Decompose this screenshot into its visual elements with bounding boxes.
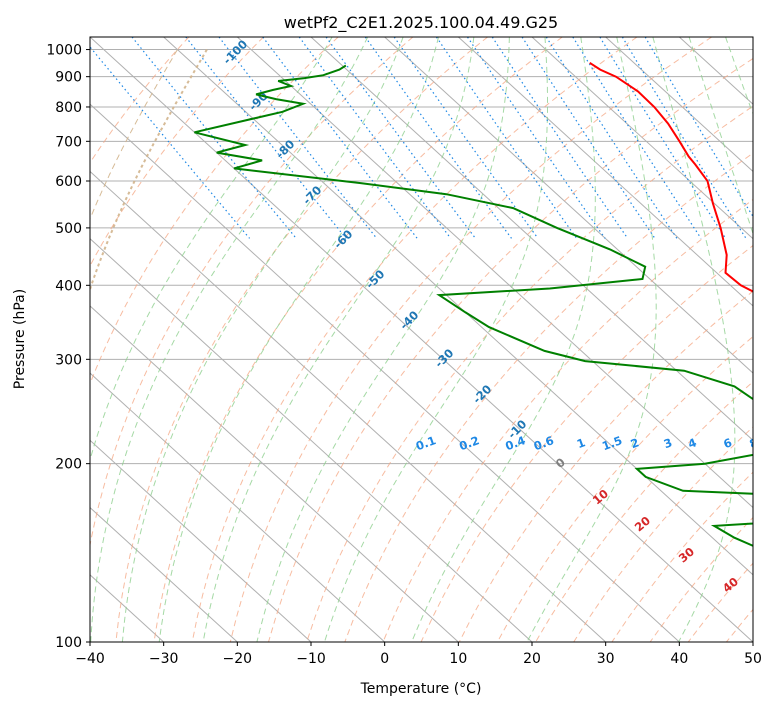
- isotherms: [90, 37, 753, 642]
- dry-adiabat-line: [268, 57, 753, 642]
- dry-adiabat-line: [306, 105, 753, 642]
- mixing-ratio-line: [599, 37, 727, 239]
- x-tick-label: −20: [223, 651, 253, 667]
- moist-adiabat-line: [725, 37, 753, 116]
- isotherm-line: [90, 439, 312, 642]
- isotherm-line: [163, 37, 753, 576]
- chart-title: wetPf2_C2E1.2025.100.04.49.G25: [284, 13, 558, 33]
- y-tick-label: 400: [55, 278, 82, 294]
- moist-adiabat-line: [324, 37, 548, 642]
- moist-adiabat-line: [158, 37, 439, 642]
- isotherm-line: [90, 170, 607, 642]
- x-tick-label: −30: [149, 651, 179, 667]
- isotherm-line: [457, 37, 753, 307]
- mixing-ratio-line: [90, 46, 251, 239]
- x-tick-label: 20: [523, 651, 541, 667]
- dry-adiabat-line: [382, 198, 753, 642]
- x-tick-label: 50: [744, 651, 762, 667]
- dry-adiabat-line: [153, 37, 563, 642]
- mixing-ratio-line: [262, 37, 418, 239]
- moist-adiabat-line: [526, 37, 657, 642]
- moist-adiabat-line: [411, 37, 596, 642]
- special-curves: [90, 49, 208, 293]
- dry-adiabat-line: [229, 37, 712, 642]
- moist-adiabats: [90, 37, 753, 642]
- sounding-series: [194, 61, 753, 547]
- mixing-ratio-label: 8: [747, 435, 759, 451]
- special-curve: [90, 49, 208, 293]
- temperature-profile-line: [589, 61, 753, 293]
- isotherm-line: [90, 305, 459, 642]
- moist-adiabat-line: [90, 37, 333, 462]
- dry-adiabat-line: [496, 335, 753, 642]
- isotherm-line: [236, 37, 753, 509]
- mixing-ratio-label: 0.4: [503, 433, 527, 453]
- plot-frame: [89, 36, 754, 643]
- isotherm-line: [310, 37, 753, 442]
- isotherm-line: [90, 237, 533, 642]
- isotherm-line: [90, 372, 386, 642]
- y-tick-label: 600: [55, 174, 82, 190]
- mixing-ratio-label: 0.1: [414, 433, 438, 453]
- dry-adiabat-line: [90, 37, 414, 548]
- x-tick-label: 30: [597, 651, 615, 667]
- y-tick-label: 700: [55, 134, 82, 150]
- x-axis-ticks: −40 −30 −20 −10 0 10 20 30 40 50: [75, 642, 762, 667]
- isotherm-line: [90, 103, 680, 642]
- y-tick-label: 200: [55, 457, 82, 473]
- x-tick-label: −10: [296, 651, 326, 667]
- y-axis-ticks: 100 200 300 400 500 600 700 800 900 1000: [46, 43, 90, 651]
- x-tick-label: 40: [670, 651, 688, 667]
- dry-adiabat-line: [115, 37, 488, 642]
- dewpoint-profile-line: [194, 64, 753, 547]
- y-tick-label: 900: [55, 70, 82, 86]
- y-tick-label: 500: [55, 221, 82, 237]
- mixing-ratio-label: 0.2: [457, 433, 481, 453]
- mixing-ratio-label: 1.5: [600, 433, 624, 453]
- moist-adiabat-line: [652, 37, 736, 642]
- mixing-ratio-line: [393, 37, 539, 239]
- isotherm-line: [605, 37, 753, 173]
- mixing-ratio-line: [131, 37, 297, 239]
- x-tick-label: 0: [380, 651, 389, 667]
- isotherm-line: [531, 37, 753, 240]
- x-axis-label: Temperature (°C): [360, 681, 482, 697]
- isotherm-line: [90, 37, 753, 642]
- isotherm-line: [384, 37, 753, 374]
- y-tick-label: 100: [55, 635, 82, 651]
- dry-adiabat-line: [90, 37, 264, 267]
- isotherm-line: [90, 506, 238, 642]
- y-tick-label: 1000: [46, 43, 82, 59]
- y-tick-label: 300: [55, 352, 82, 368]
- dry-adiabat-line: [535, 381, 753, 642]
- dry-adiabat-line: [90, 37, 190, 164]
- mixing-ratio-line: [644, 37, 753, 218]
- mixing-ratio-line: [621, 37, 747, 239]
- special-curve: [90, 49, 178, 221]
- mixing-ratio-line: [298, 37, 452, 239]
- moist-adiabat-line: [90, 37, 369, 642]
- moist-adiabat-line: [256, 37, 510, 642]
- mixing-ratio-label: 0.6: [532, 433, 556, 453]
- moist-adiabat-line: [121, 37, 404, 642]
- x-tick-label: −40: [75, 651, 105, 667]
- x-tick-label: 10: [449, 651, 467, 667]
- y-tick-label: 800: [55, 100, 82, 116]
- moist-adiabat-line: [688, 37, 753, 236]
- dry-adiabat-line: [344, 152, 753, 642]
- mixing-ratio-line: [521, 37, 656, 239]
- y-axis-label: Pressure (hPa): [12, 289, 28, 389]
- dry-adiabat-line: [191, 37, 638, 642]
- mixing-ratio-line: [364, 37, 512, 239]
